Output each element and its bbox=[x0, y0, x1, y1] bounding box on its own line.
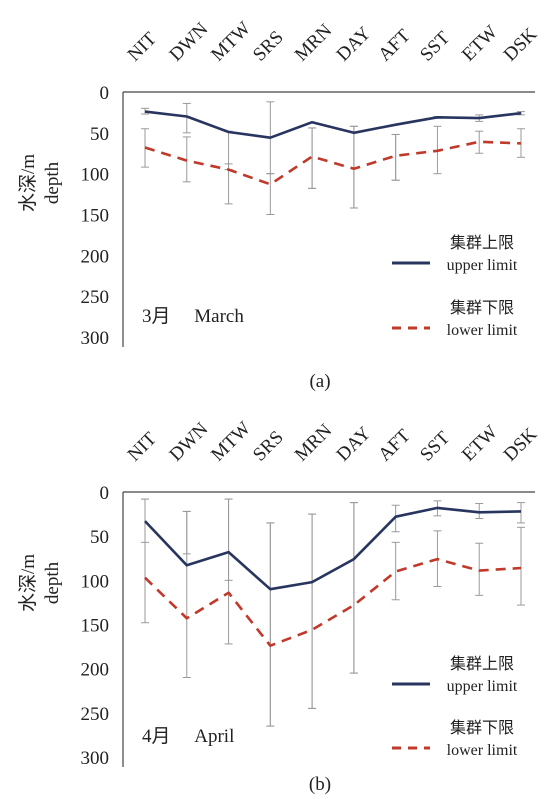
y-tick-label: 150 bbox=[81, 206, 110, 227]
x-category-label: ETW bbox=[458, 22, 502, 66]
y-tick-label: 100 bbox=[81, 165, 110, 186]
y-tick-label: 0 bbox=[100, 83, 110, 104]
y-tick-label: 100 bbox=[81, 571, 110, 592]
x-category-label: DSK bbox=[500, 424, 542, 466]
x-category-label: SST bbox=[416, 427, 454, 465]
x-category-label: DWN bbox=[165, 418, 212, 465]
y-tick-label: 0 bbox=[100, 483, 110, 504]
y-tick-label: 150 bbox=[81, 616, 110, 637]
y-axis-label-cn: 水深/m bbox=[17, 154, 39, 212]
x-category-label: SST bbox=[416, 27, 454, 65]
month-label: 4月 April bbox=[142, 726, 234, 747]
y-tick-label: 300 bbox=[81, 748, 110, 769]
upper-limit-line bbox=[144, 110, 522, 139]
x-category-label: AFT bbox=[374, 425, 415, 466]
y-tick-label: 50 bbox=[90, 124, 109, 145]
x-category-label: MRN bbox=[291, 20, 337, 66]
y-axis-label-en: depth bbox=[42, 161, 63, 204]
lower-limit-line bbox=[144, 140, 522, 186]
y-tick-label: 200 bbox=[81, 246, 110, 267]
x-category-label: NIT bbox=[124, 28, 162, 66]
y-axis-label-en: depth bbox=[42, 561, 63, 604]
x-category-label: SRS bbox=[249, 427, 288, 466]
x-category-label: ETW bbox=[458, 422, 502, 466]
x-category-label: NIT bbox=[124, 428, 162, 466]
legend-label-en: upper limit bbox=[447, 257, 518, 274]
month-label: 3月 March bbox=[142, 306, 244, 327]
x-category-label: MTW bbox=[207, 18, 255, 66]
x-category-label: MRN bbox=[291, 420, 337, 466]
legend-label-en: lower limit bbox=[447, 322, 518, 339]
y-tick-label: 300 bbox=[81, 328, 110, 349]
legend-label-cn: 集群上限 bbox=[450, 655, 514, 673]
legend-label-en: upper limit bbox=[447, 678, 518, 695]
legend-label-cn: 集群下限 bbox=[450, 299, 514, 317]
y-tick-label: 250 bbox=[81, 287, 110, 308]
legend-label-cn: 集群上限 bbox=[450, 234, 514, 252]
panel-caption: (a) bbox=[309, 371, 330, 392]
x-category-label: MTW bbox=[207, 418, 255, 466]
y-tick-label: 200 bbox=[81, 660, 110, 681]
lower-limit-line bbox=[144, 557, 522, 648]
y-tick-label: 250 bbox=[81, 704, 110, 725]
upper-limit-line bbox=[144, 506, 522, 591]
y-axis-label-cn: 水深/m bbox=[17, 554, 39, 612]
panel-caption: (b) bbox=[309, 774, 331, 795]
x-category-label: DAY bbox=[333, 23, 376, 66]
x-category-label: DSK bbox=[500, 24, 542, 66]
x-category-label: AFT bbox=[374, 25, 415, 66]
legend-label-en: lower limit bbox=[447, 742, 518, 759]
y-tick-label: 50 bbox=[90, 527, 109, 548]
legend-label-cn: 集群下限 bbox=[450, 719, 514, 737]
x-category-label: DWN bbox=[165, 18, 212, 65]
x-category-label: DAY bbox=[333, 423, 376, 466]
x-category-label: SRS bbox=[249, 27, 288, 66]
